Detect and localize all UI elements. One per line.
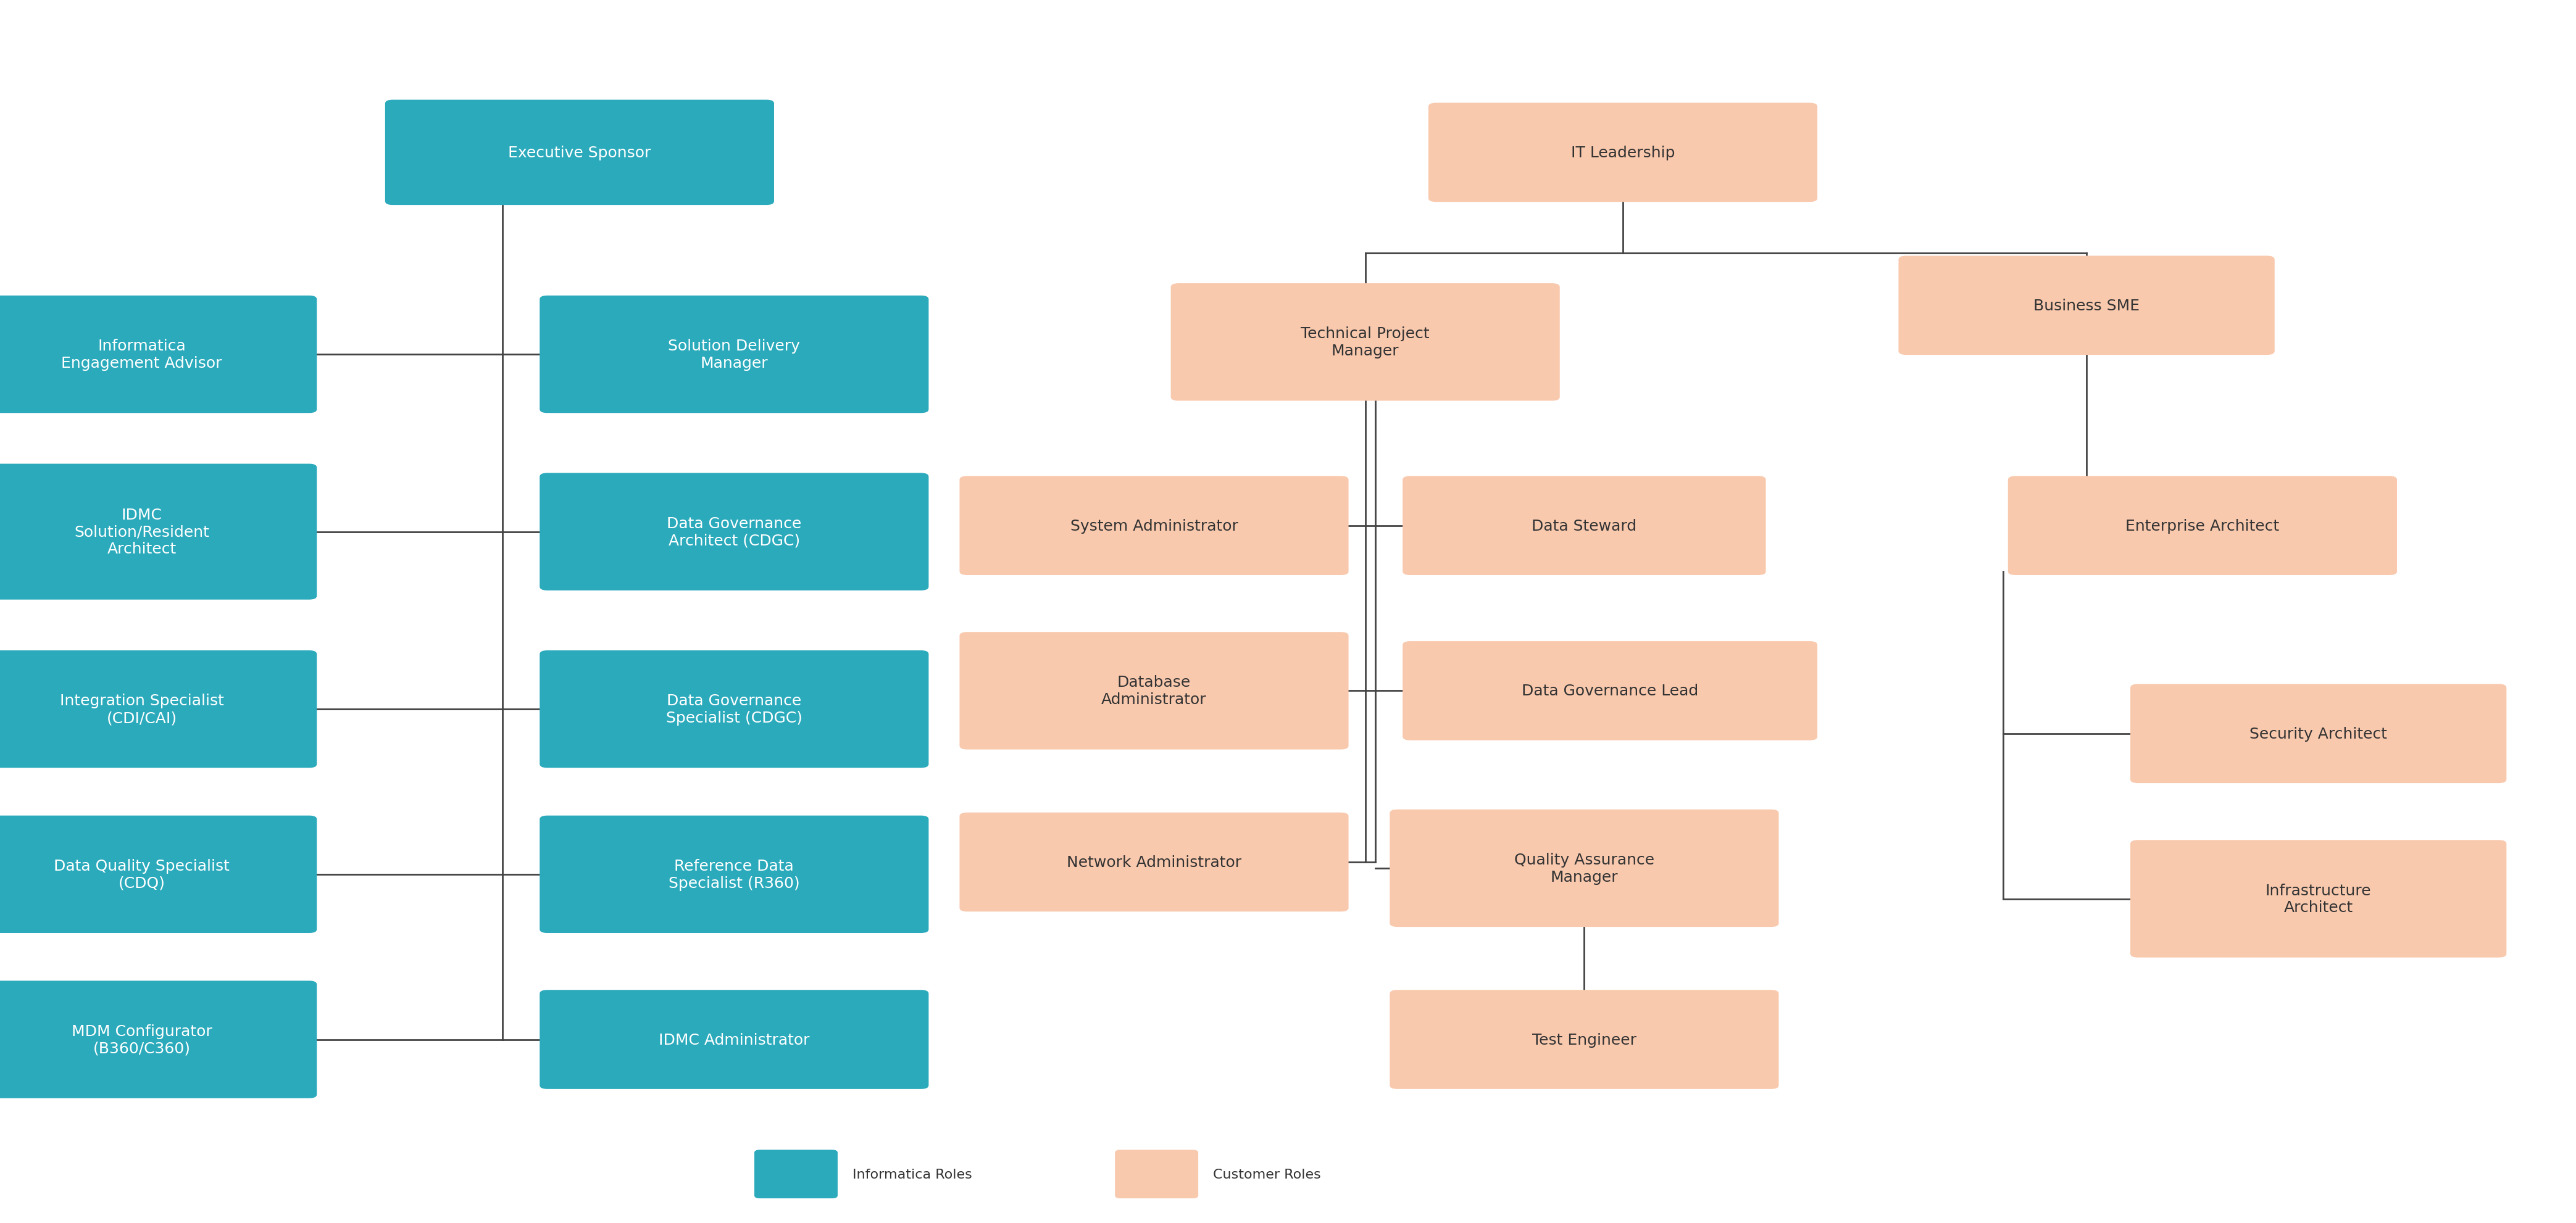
FancyBboxPatch shape	[538, 296, 927, 413]
FancyBboxPatch shape	[0, 981, 317, 1098]
FancyBboxPatch shape	[1427, 104, 1816, 203]
Text: Data Governance Lead: Data Governance Lead	[1522, 684, 1698, 698]
Text: Customer Roles: Customer Roles	[1213, 1168, 1321, 1180]
Text: Business SME: Business SME	[2032, 298, 2141, 313]
FancyBboxPatch shape	[1115, 1150, 1198, 1199]
FancyBboxPatch shape	[0, 651, 317, 768]
FancyBboxPatch shape	[1388, 810, 1777, 927]
Text: Informatica
Engagement Advisor: Informatica Engagement Advisor	[62, 339, 222, 371]
FancyBboxPatch shape	[386, 100, 773, 205]
FancyBboxPatch shape	[0, 816, 317, 933]
FancyBboxPatch shape	[1388, 991, 1777, 1090]
Text: Infrastructure
Architect: Infrastructure Architect	[2264, 883, 2372, 915]
Text: IDMC
Solution/Resident
Architect: IDMC Solution/Resident Architect	[75, 508, 209, 556]
FancyBboxPatch shape	[2007, 477, 2396, 576]
Text: Data Quality Specialist
(CDQ): Data Quality Specialist (CDQ)	[54, 859, 229, 890]
FancyBboxPatch shape	[0, 296, 317, 413]
FancyBboxPatch shape	[958, 477, 1347, 576]
Text: Enterprise Architect: Enterprise Architect	[2125, 519, 2280, 533]
FancyBboxPatch shape	[538, 651, 927, 768]
FancyBboxPatch shape	[2130, 684, 2506, 783]
Text: Network Administrator: Network Administrator	[1066, 855, 1242, 870]
Text: Test Engineer: Test Engineer	[1533, 1032, 1636, 1047]
FancyBboxPatch shape	[538, 816, 927, 933]
Text: Quality Assurance
Manager: Quality Assurance Manager	[1515, 852, 1654, 884]
Text: Database
Administrator: Database Administrator	[1103, 675, 1206, 707]
FancyBboxPatch shape	[1170, 284, 1558, 401]
Text: Executive Sponsor: Executive Sponsor	[507, 146, 652, 160]
FancyBboxPatch shape	[1401, 641, 1816, 740]
Text: Data Steward: Data Steward	[1533, 519, 1636, 533]
Text: Security Architect: Security Architect	[2249, 726, 2388, 741]
Text: IT Leadership: IT Leadership	[1571, 146, 1674, 160]
Text: Reference Data
Specialist (R360): Reference Data Specialist (R360)	[670, 859, 799, 890]
Text: Integration Specialist
(CDI/CAI): Integration Specialist (CDI/CAI)	[59, 693, 224, 725]
Text: MDM Configurator
(B360/C360): MDM Configurator (B360/C360)	[72, 1024, 211, 1055]
Text: Data Governance
Architect (CDGC): Data Governance Architect (CDGC)	[667, 516, 801, 548]
Text: IDMC Administrator: IDMC Administrator	[659, 1032, 809, 1047]
Text: Technical Project
Manager: Technical Project Manager	[1301, 327, 1430, 358]
Text: System Administrator: System Administrator	[1069, 519, 1239, 533]
Text: Informatica Roles: Informatica Roles	[853, 1168, 971, 1180]
FancyBboxPatch shape	[2130, 840, 2506, 958]
FancyBboxPatch shape	[1401, 477, 1765, 576]
FancyBboxPatch shape	[1899, 257, 2275, 355]
Text: Solution Delivery
Manager: Solution Delivery Manager	[667, 339, 801, 371]
FancyBboxPatch shape	[958, 632, 1347, 750]
FancyBboxPatch shape	[755, 1150, 837, 1199]
FancyBboxPatch shape	[958, 812, 1347, 912]
FancyBboxPatch shape	[538, 991, 927, 1090]
FancyBboxPatch shape	[538, 473, 927, 591]
FancyBboxPatch shape	[0, 465, 317, 600]
Text: Data Governance
Specialist (CDGC): Data Governance Specialist (CDGC)	[667, 693, 801, 725]
